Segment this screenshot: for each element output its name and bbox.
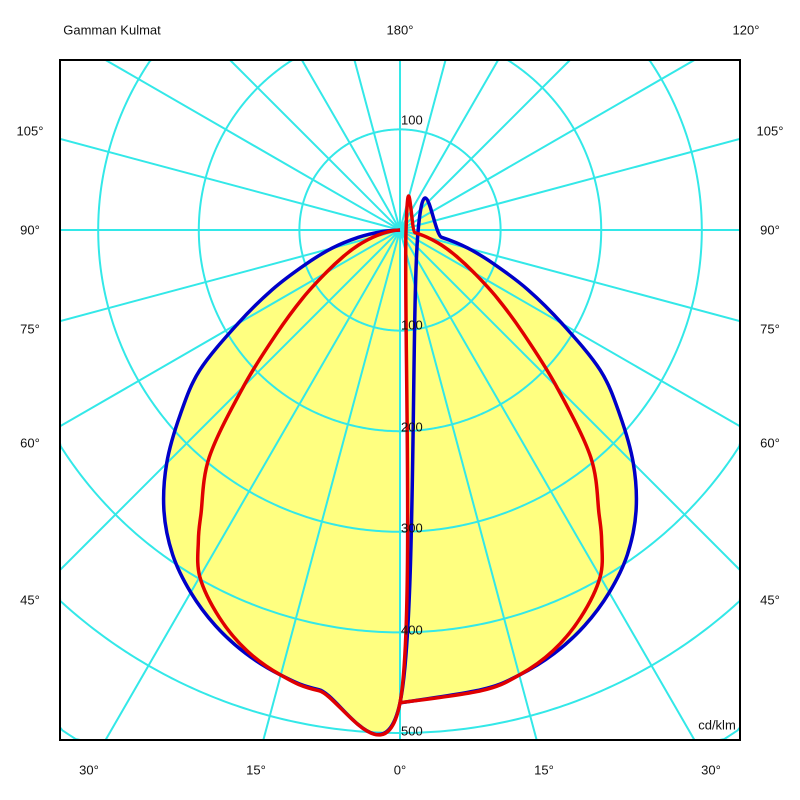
angle-label-bottom-15-right: 15°: [534, 762, 554, 778]
unit-label: cd/klm: [698, 717, 736, 733]
grid-radial-315: [60, 229, 401, 571]
radial-tick-upper-100: 100: [401, 112, 423, 128]
angle-label-right-90: 90°: [760, 222, 780, 238]
grid-radial-285: [60, 229, 401, 323]
grid-circle-200: [197, 60, 603, 433]
grid-radial-120: [399, 60, 695, 231]
radial-tick-300: 300: [401, 520, 423, 536]
angle-label-left-60: 60°: [20, 435, 40, 451]
grid-radial-150: [399, 60, 500, 231]
angle-label-left-90: 90°: [20, 222, 40, 238]
angle-label-top-180: 180°: [386, 22, 414, 38]
angle-label-right-75: 75°: [760, 321, 780, 337]
angle-label-right-105: 105°: [756, 123, 784, 139]
grid-radial-225: [229, 60, 401, 231]
radial-tick-100: 100: [401, 317, 423, 333]
grid-radial-75: [399, 229, 740, 323]
grid-circle-300: [97, 60, 703, 533]
chart-title: Gamman Kulmat: [63, 22, 161, 38]
grid-radial-210: [300, 60, 401, 231]
radial-tick-500: 500: [401, 723, 423, 739]
angle-label-bottom-0: 0°: [393, 762, 407, 778]
angle-label-top-120: 120°: [732, 22, 760, 38]
angle-label-left-105: 105°: [16, 123, 44, 139]
grid-radial-240: [105, 60, 401, 231]
grid-radial-105: [399, 137, 740, 231]
plot-frame: [59, 59, 741, 741]
radial-tick-400: 400: [401, 622, 423, 638]
grid-radial-255: [60, 137, 401, 231]
series-curve-1: [195, 194, 605, 737]
radial-tick-200: 200: [401, 419, 423, 435]
grid-radial-330: [104, 229, 401, 740]
angle-label-right-60: 60°: [760, 435, 780, 451]
grid-radial-345: [262, 229, 401, 740]
grid-radial-195: [353, 60, 401, 231]
grid-radial-60: [399, 229, 740, 428]
grid-radial-15: [399, 229, 538, 740]
angle-label-left-75: 75°: [20, 321, 40, 337]
angle-label-bottom-30-left: 30°: [79, 762, 99, 778]
angle-label-left-45: 45°: [20, 592, 40, 608]
angle-label-bottom-30-right: 30°: [701, 762, 721, 778]
grid-radial-45: [399, 229, 740, 571]
grid-radial-30: [399, 229, 696, 740]
angle-label-right-45: 45°: [760, 592, 780, 608]
grid-radial-300: [60, 229, 401, 428]
series-curve-0: [161, 196, 639, 737]
angle-label-bottom-15-left: 15°: [246, 762, 266, 778]
